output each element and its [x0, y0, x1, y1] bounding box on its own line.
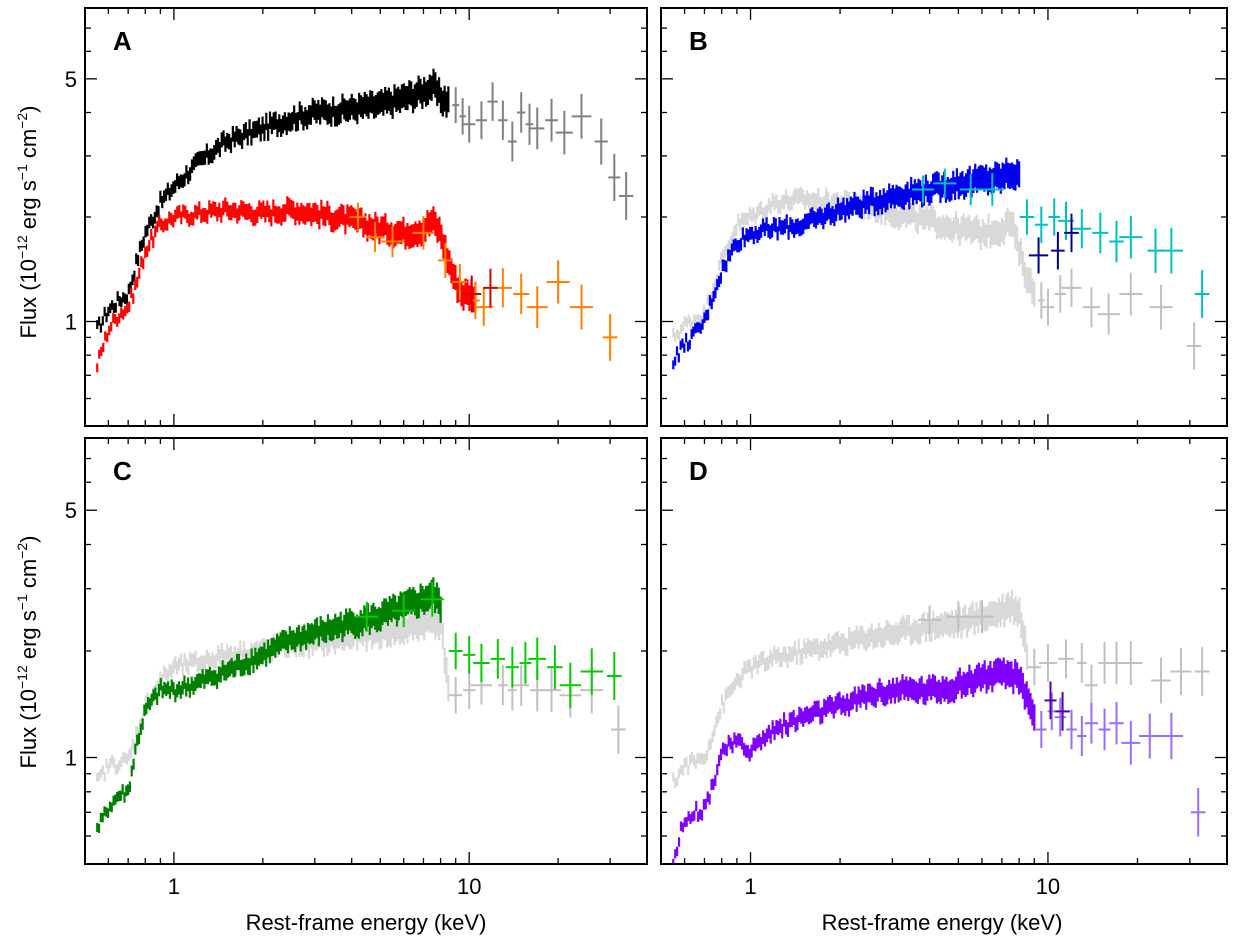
y-tick-label: 1 [65, 310, 77, 335]
series-2 [672, 157, 1021, 370]
x-tick-label: 1 [744, 874, 756, 899]
panel-A: 1 5 A [65, 7, 648, 427]
x-tick-label: 10 [1036, 874, 1060, 899]
panels: 1 5 A B 1 5 1 10 C 1 10 D [65, 7, 1228, 899]
x-tick-label: 1 [168, 874, 180, 899]
ticks [84, 7, 648, 427]
data-layer [672, 590, 1210, 864]
panel-D: 1 10 D [660, 437, 1228, 899]
panel-C: 1 5 1 10 C [65, 437, 648, 899]
x-axis-title-left: Rest-frame energy (keV) [246, 910, 487, 935]
y-tick-label: 5 [65, 498, 77, 523]
panel-B: B [660, 7, 1228, 427]
series-1 [1038, 268, 1202, 370]
panel-label: C [113, 456, 132, 486]
y-axis-title-bottom: Flux (10−12 erg s−1 cm−2) [14, 536, 41, 769]
x-axis-title-right: Rest-frame energy (keV) [822, 910, 1063, 935]
series-2 [96, 577, 442, 834]
ticks [660, 437, 1228, 865]
series-1 [917, 600, 1210, 706]
y-axis-title-top: Flux (10−12 erg s−1 cm−2) [14, 106, 41, 339]
ticks [660, 7, 1228, 427]
series-0 [672, 590, 1029, 788]
panel-label: B [689, 26, 708, 56]
data-layer [96, 577, 626, 834]
series-3 [1036, 692, 1206, 837]
y-tick-label: 5 [65, 67, 77, 92]
svg-text:Flux (10−12 erg s−1 cm−2): Flux (10−12 erg s−1 cm−2) [14, 106, 41, 339]
data-layer [672, 157, 1210, 370]
panel-label: A [113, 26, 132, 56]
series-2 [672, 657, 1036, 864]
series-0 [96, 68, 450, 333]
series-0 [96, 605, 450, 782]
series-3 [355, 581, 622, 708]
ticks [84, 437, 648, 865]
series-1 [452, 82, 634, 220]
series-3 [912, 168, 1210, 318]
svg-text:Flux (10−12 erg s−1 cm−2): Flux (10−12 erg s−1 cm−2) [14, 536, 41, 769]
data-layer [96, 68, 634, 373]
series-3 [349, 202, 618, 361]
series-4 [462, 268, 498, 313]
y-tick-label: 1 [65, 746, 77, 771]
x-tick-label: 10 [457, 874, 481, 899]
plot-frame [660, 437, 1228, 865]
series-4 [1028, 213, 1079, 274]
series-4 [1044, 681, 1070, 731]
panel-label: D [689, 456, 708, 486]
